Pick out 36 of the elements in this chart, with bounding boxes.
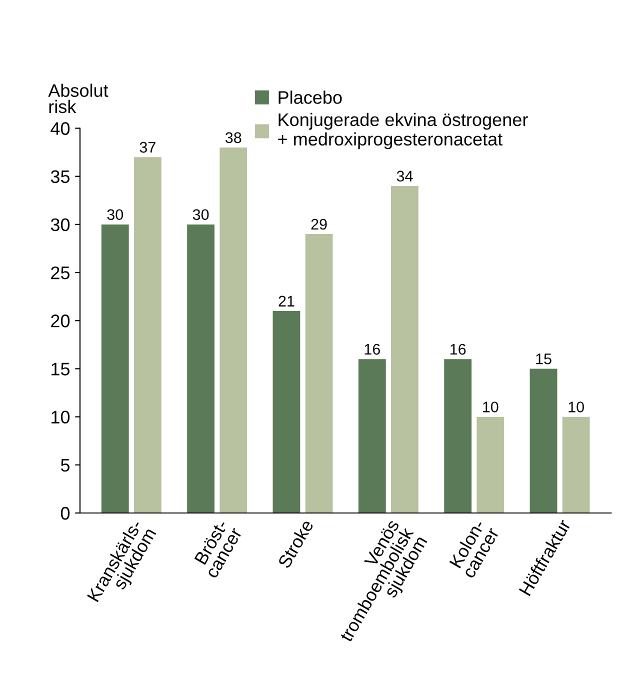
data-label: 34	[396, 170, 413, 182]
bar	[220, 147, 248, 513]
data-label: 30	[192, 209, 209, 220]
data-label: 10	[568, 402, 584, 412]
y-tick-label: 20	[51, 314, 70, 328]
legend-label: Konjugerade ekvina östrogener + medroxiprogesteronacetat	[278, 112, 528, 150]
bar	[391, 186, 418, 513]
data-label: 29	[311, 218, 327, 230]
data-label: 38	[225, 132, 242, 144]
bar	[187, 224, 215, 513]
bar	[134, 157, 162, 513]
bar	[358, 359, 386, 513]
data-label: 37	[140, 142, 156, 153]
legend-label: Placebo	[278, 90, 342, 104]
data-label: 15	[536, 354, 552, 364]
bar	[530, 368, 558, 513]
y-tick-label: 15	[52, 362, 70, 376]
data-label: 16	[364, 344, 380, 355]
data-label: 10	[483, 402, 498, 412]
data-label: 21	[278, 296, 294, 306]
bar	[272, 311, 300, 513]
y-tick-label: 30	[50, 218, 70, 232]
bar	[444, 359, 472, 513]
bar	[101, 224, 129, 513]
y-tick-label: 10	[52, 410, 70, 424]
y-axis-title: Absolut risk	[48, 84, 108, 114]
y-tick-label: 5	[60, 459, 70, 472]
y-tick-label: 0	[60, 506, 70, 520]
bar	[305, 234, 333, 513]
y-tick-label: 25	[51, 266, 70, 280]
bar	[476, 416, 504, 513]
data-label: 30	[107, 209, 124, 220]
data-label: 16	[450, 344, 466, 355]
bar	[562, 416, 590, 513]
y-tick-label: 40	[50, 122, 70, 135]
y-tick-label: 35	[50, 170, 70, 184]
